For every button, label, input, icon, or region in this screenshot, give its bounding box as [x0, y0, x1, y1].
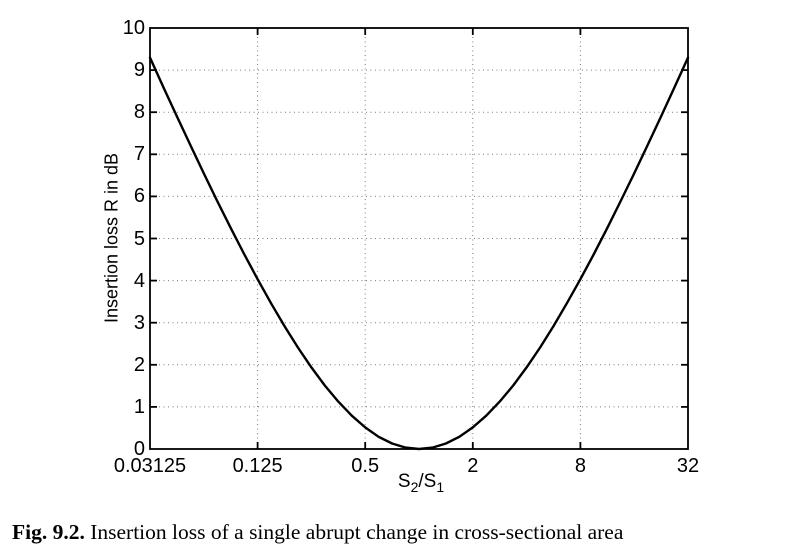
y-tick-label: 10 [122, 17, 145, 39]
x-axis-label-sub2: 1 [436, 478, 445, 495]
y-tick-label: 1 [133, 395, 145, 418]
x-tick-label: 8 [574, 455, 586, 477]
x-tick-label: 0.03125 [113, 455, 187, 477]
x-axis-label-base2: /S [418, 471, 437, 492]
figure-caption-label: Fig. 9.2. [12, 520, 85, 544]
y-tick-label: 0 [133, 438, 145, 460]
plot-canvas [148, 27, 690, 451]
x-tick-label: 0.125 [232, 455, 283, 477]
y-tick-label: 8 [133, 101, 145, 124]
y-tick-label: 9 [133, 59, 145, 82]
x-tick-label: 32 [676, 455, 700, 477]
x-axis-label-sub1: 2 [410, 478, 419, 495]
y-axis-label: Insertion loss R in dB [101, 152, 122, 324]
y-tick-label: 7 [133, 143, 145, 166]
y-tick-label: 6 [133, 185, 145, 208]
x-tick-label: 2 [467, 455, 479, 477]
y-tick-label: 4 [133, 269, 145, 292]
x-axis-label-base1: S [397, 471, 411, 492]
figure-caption: Fig. 9.2. Insertion loss of a single abr… [12, 520, 798, 545]
y-tick-label: 5 [133, 227, 145, 250]
x-tick-label: 0.5 [351, 455, 380, 477]
figure-caption-text: Insertion loss of a single abrupt change… [90, 520, 624, 544]
y-tick-label: 3 [133, 311, 145, 334]
insertion-loss-chart: 0 1 2 3 4 5 6 7 8 9 10 0.03125 0.125 0.5 2 8 32 Inserti… [101, 17, 700, 495]
x-axis-label: S2/S1 [397, 471, 445, 495]
y-tick-label: 2 [133, 353, 145, 376]
